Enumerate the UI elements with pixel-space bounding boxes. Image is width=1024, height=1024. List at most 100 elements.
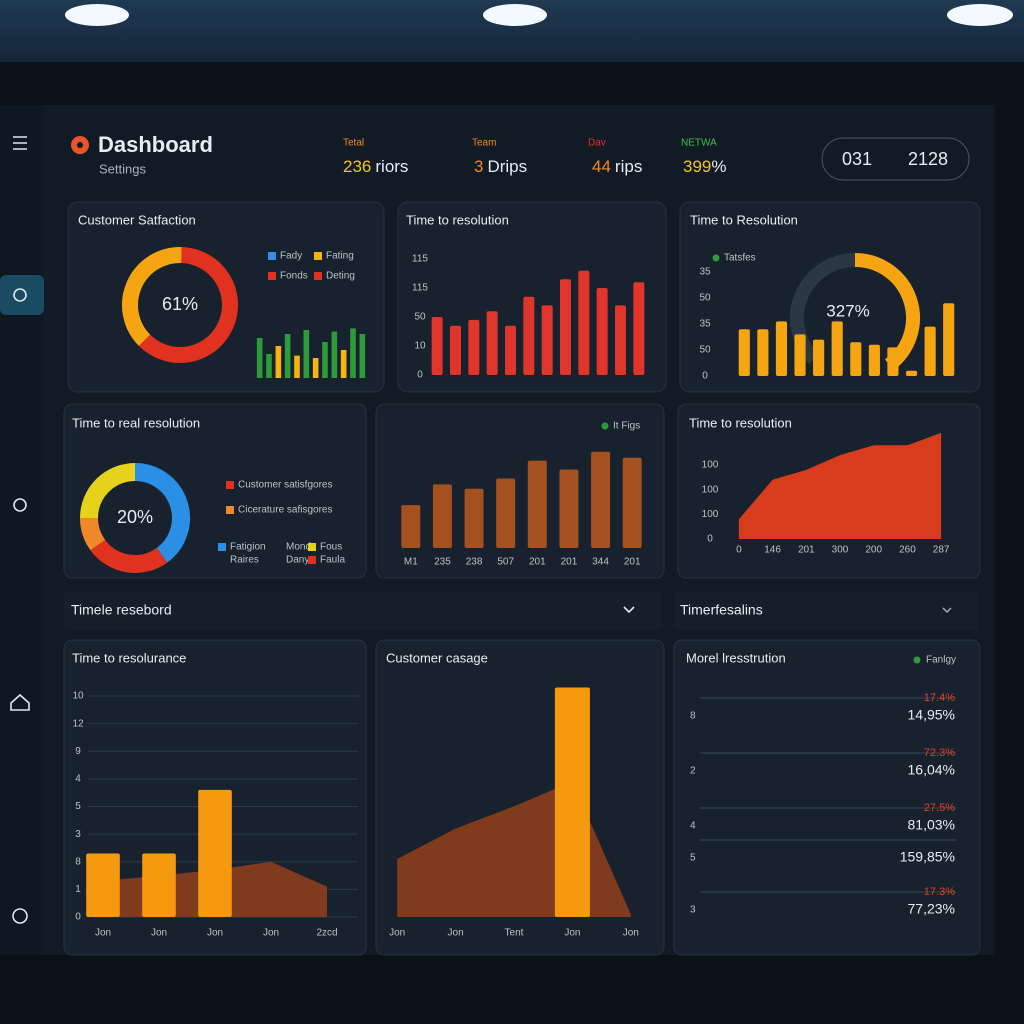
panel: [673, 639, 981, 956]
legend-dot: [913, 656, 921, 664]
bar: [905, 370, 918, 376]
bar: [541, 305, 553, 375]
bar: [943, 303, 955, 376]
kpi-value: 3 Drips: [474, 157, 527, 176]
x-tick-label: 235: [434, 557, 451, 568]
section-bar[interactable]: [64, 592, 662, 630]
row-label: 4: [690, 821, 696, 832]
legend-swatch: [268, 252, 276, 260]
y-tick-label: 50: [699, 293, 711, 304]
kpi-label: NETWA: [681, 138, 717, 149]
bar: [554, 687, 590, 917]
legend-swatch: [268, 272, 276, 280]
legend-label: Raires: [230, 555, 259, 566]
mini-bar: [256, 338, 263, 378]
logo: [77, 142, 83, 148]
donut-slice: [80, 463, 136, 519]
row-label: 2: [690, 766, 696, 777]
panel-title: Customer casage: [386, 650, 488, 665]
row-label: 3: [690, 905, 696, 916]
mini-bar: [284, 334, 291, 378]
y-tick-label: 0: [707, 534, 713, 545]
donut-slice: [122, 247, 182, 347]
donut-center-label: 61%: [162, 294, 198, 314]
panel-title: Time to Resolution: [690, 212, 798, 227]
row-change: 27.5%: [924, 802, 955, 814]
row-label: 5: [690, 853, 696, 864]
legend-label: Cicerature safisgores: [238, 505, 332, 516]
x-tick-label: Jon: [207, 928, 223, 939]
x-tick-label: 201: [561, 557, 578, 568]
x-tick-label: Jon: [564, 928, 580, 939]
bar: [198, 789, 232, 917]
y-tick-label: 100: [702, 509, 719, 520]
bar: [527, 460, 547, 548]
section-chevron[interactable]: [942, 607, 952, 613]
y-tick-label: 0: [417, 370, 423, 381]
x-tick-label: 146: [764, 545, 781, 556]
mini-bar: [331, 331, 338, 378]
bar: [924, 326, 936, 376]
y-tick-label: 12: [72, 718, 84, 729]
section-toggle[interactable]: [623, 606, 635, 614]
section-title: Timerfesalins: [680, 602, 763, 618]
x-tick-label: 260: [899, 545, 916, 556]
settings-icon[interactable]: [13, 288, 27, 302]
bar: [757, 329, 769, 376]
legend-dot: [601, 422, 609, 430]
menu-icon[interactable]: [13, 136, 27, 150]
kpi-unit: Drips: [487, 157, 527, 176]
clock-icon[interactable]: [12, 908, 28, 924]
app-subtitle[interactable]: Settings: [99, 161, 146, 176]
kpi-number: 3: [474, 157, 483, 176]
row-label: 8: [690, 711, 696, 722]
x-tick-label: Jon: [95, 928, 111, 939]
date-start: 031: [842, 149, 872, 169]
bar: [486, 311, 498, 375]
y-tick-label: 50: [699, 345, 711, 356]
legend-label: Deting: [326, 271, 355, 282]
bar: [450, 325, 461, 375]
x-tick-label: Jon: [448, 928, 464, 939]
panel-title: Time to resolurance: [72, 650, 186, 665]
legend-label: Fating: [326, 251, 354, 262]
bar: [615, 305, 626, 375]
donut-slice: [90, 539, 168, 573]
bar: [468, 319, 480, 375]
mini-bar: [350, 328, 356, 378]
donut-center-label: 20%: [117, 507, 153, 527]
bar: [738, 329, 750, 376]
panel-title: Time to real resolution: [72, 415, 200, 430]
y-tick-label: 50: [414, 312, 426, 323]
legend-label: Tatsfes: [724, 253, 756, 264]
y-tick-label: 35: [699, 319, 711, 330]
bar: [633, 282, 645, 375]
x-tick-label: 200: [865, 545, 882, 556]
home-icon[interactable]: [10, 693, 30, 711]
bar: [432, 484, 452, 548]
mini-bar: [266, 354, 272, 378]
gauge-label: 327%: [826, 301, 869, 320]
date-box[interactable]: [821, 137, 970, 181]
y-tick-label: 115: [412, 283, 428, 294]
panel-title: Time to resolution: [689, 415, 792, 430]
search-icon[interactable]: [13, 498, 27, 512]
row-change: 17.4%: [924, 692, 955, 704]
kpi-label: Team: [472, 138, 496, 149]
row-value: 81,03%: [908, 817, 955, 833]
kpi-number: 44: [592, 157, 611, 176]
legend-label: Fanlgy: [926, 655, 956, 666]
x-tick-label: 344: [592, 557, 609, 568]
bar: [523, 296, 535, 375]
section-bar[interactable]: [674, 592, 978, 630]
kpi-value: 399%: [683, 157, 727, 176]
ceiling-light: [483, 4, 547, 26]
settings-highlight[interactable]: [0, 275, 44, 315]
legend-label: Fous: [320, 542, 342, 553]
panel: [63, 403, 367, 579]
y-tick-label: 4: [75, 774, 81, 785]
bar: [794, 334, 806, 376]
bar: [431, 317, 443, 375]
bar: [86, 853, 120, 917]
